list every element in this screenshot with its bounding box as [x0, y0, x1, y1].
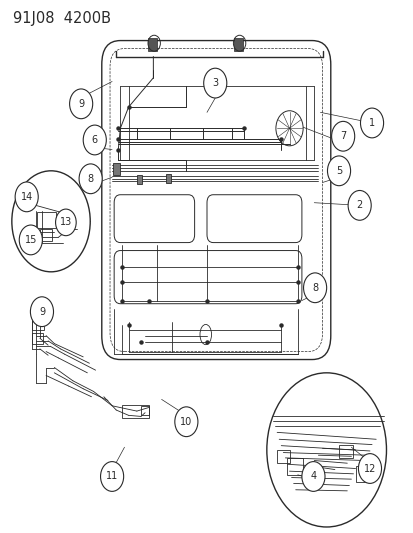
- Bar: [122, 405, 149, 418]
- Circle shape: [174, 407, 197, 437]
- Bar: [113, 164, 120, 175]
- Text: 14: 14: [21, 192, 33, 202]
- Text: 10: 10: [180, 417, 192, 427]
- Text: 13: 13: [59, 217, 72, 228]
- Circle shape: [358, 454, 381, 483]
- Circle shape: [12, 171, 90, 272]
- Text: 1: 1: [368, 118, 374, 128]
- Bar: [355, 466, 371, 482]
- Text: 91J08  4200B: 91J08 4200B: [13, 11, 111, 26]
- Circle shape: [55, 209, 76, 236]
- Bar: [37, 212, 55, 228]
- Circle shape: [347, 190, 370, 220]
- Circle shape: [79, 164, 102, 193]
- Circle shape: [15, 182, 38, 212]
- Bar: [276, 450, 290, 463]
- Text: 9: 9: [78, 99, 84, 109]
- Circle shape: [203, 68, 226, 98]
- Text: 2: 2: [356, 200, 362, 211]
- Text: 11: 11: [106, 472, 118, 481]
- Text: 6: 6: [92, 135, 97, 145]
- Text: 15: 15: [24, 235, 37, 245]
- Text: 5: 5: [335, 166, 341, 176]
- Circle shape: [83, 125, 106, 155]
- Bar: [338, 445, 353, 458]
- Circle shape: [100, 462, 123, 491]
- Circle shape: [331, 122, 354, 151]
- Circle shape: [266, 373, 386, 527]
- Circle shape: [303, 273, 326, 303]
- Text: 8: 8: [311, 283, 318, 293]
- Text: 8: 8: [88, 174, 93, 184]
- Bar: [165, 174, 170, 182]
- Circle shape: [69, 89, 93, 119]
- Bar: [148, 38, 157, 51]
- Circle shape: [327, 156, 350, 185]
- Text: 4: 4: [310, 472, 316, 481]
- Circle shape: [360, 108, 383, 138]
- Bar: [233, 38, 242, 51]
- Text: 3: 3: [212, 78, 218, 88]
- Circle shape: [301, 462, 324, 491]
- Text: 7: 7: [339, 131, 345, 141]
- Bar: [31, 333, 43, 344]
- Bar: [141, 406, 149, 415]
- Circle shape: [30, 297, 53, 327]
- Text: 12: 12: [363, 464, 375, 473]
- Circle shape: [19, 225, 42, 255]
- Bar: [287, 458, 302, 475]
- Text: 9: 9: [39, 306, 45, 317]
- Bar: [40, 229, 52, 241]
- Bar: [137, 175, 142, 183]
- Bar: [31, 316, 44, 330]
